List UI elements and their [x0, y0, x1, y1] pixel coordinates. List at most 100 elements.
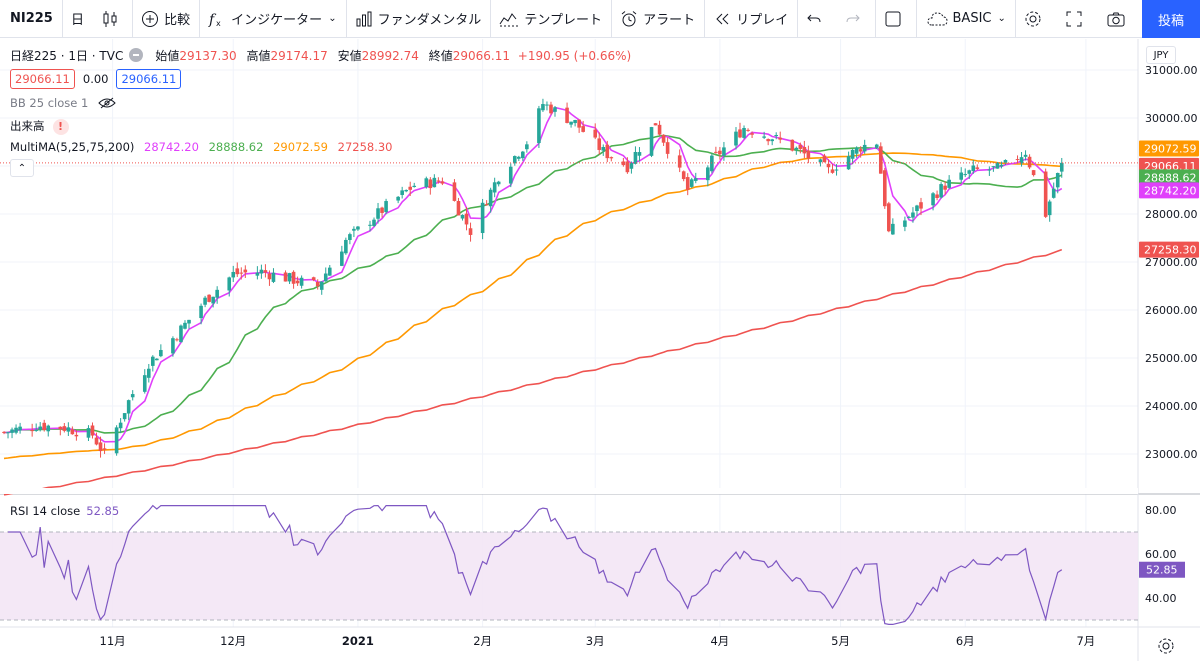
candle-body	[255, 272, 260, 276]
candle-body	[299, 277, 304, 286]
replay-button[interactable]: リプレイ	[704, 0, 797, 38]
ma75-line	[3, 152, 1062, 460]
price-tick-label: 30000.00	[1145, 112, 1198, 125]
alerts-button[interactable]: アラート	[611, 0, 704, 38]
volume-legend[interactable]: 出来高!	[10, 118, 69, 135]
candle-body	[718, 150, 722, 155]
candle-body	[348, 234, 352, 241]
candle-body	[94, 437, 99, 445]
bb-legend[interactable]: BB 25 close 1	[10, 96, 116, 110]
candle-body	[537, 108, 541, 144]
interval-button[interactable]: 日	[70, 13, 84, 28]
hidden-eye-icon[interactable]	[98, 97, 116, 109]
candle-body	[750, 133, 754, 135]
candle-body	[549, 104, 553, 114]
candle-body	[939, 184, 943, 198]
ma25-price-tag: 28888.62	[1144, 171, 1197, 184]
candle-body	[231, 271, 236, 278]
undo-button[interactable]	[797, 0, 836, 38]
candle-body	[315, 281, 320, 287]
candle-body	[975, 167, 980, 169]
sell-price-box[interactable]: 29066.11	[10, 69, 75, 89]
candle-body	[34, 429, 38, 431]
close-label: 終値	[428, 49, 453, 63]
candle-body	[98, 442, 103, 452]
candle-body	[183, 322, 187, 329]
candle-body	[122, 413, 127, 420]
snapshot-button[interactable]	[1097, 0, 1140, 38]
chart-canvas[interactable]: 31000.0030000.0029000.0028000.0027000.00…	[0, 39, 1200, 661]
candle-body	[597, 138, 602, 150]
fullscreen-layout-button[interactable]	[875, 0, 916, 38]
warning-icon[interactable]: !	[52, 119, 69, 135]
collapse-legend-button[interactable]: ⌃	[10, 159, 34, 177]
templates-button[interactable]: テンプレート	[490, 0, 611, 38]
candle-body	[766, 139, 770, 142]
candle-body	[706, 167, 710, 181]
publish-button[interactable]: 投稿	[1142, 0, 1200, 38]
candle-body	[239, 272, 244, 274]
high-label: 高値	[246, 49, 271, 63]
layout-menu-button[interactable]: BASIC ⌄	[917, 0, 1015, 38]
candle-body	[344, 239, 348, 254]
candle-body	[581, 126, 585, 132]
currency-button[interactable]: JPY	[1146, 46, 1176, 64]
alarm-clock-icon	[621, 10, 637, 26]
candle-body	[987, 169, 992, 171]
candle-body	[492, 182, 497, 193]
candle-body	[1043, 171, 1048, 217]
redo-button[interactable]	[836, 0, 875, 38]
candle-body	[2, 431, 6, 433]
candle-body	[146, 368, 151, 378]
rsi-label: RSI 14 close	[10, 504, 81, 518]
candles	[2, 98, 1064, 458]
collapse-symbol-icon[interactable]	[129, 48, 144, 62]
candle-body	[428, 179, 433, 189]
candle-body	[1055, 172, 1060, 188]
bar-chart-icon	[356, 11, 372, 26]
gear-icon[interactable]	[1157, 637, 1175, 655]
candle-body	[372, 219, 376, 226]
rsi-legend[interactable]: RSI 14 close 52.85	[10, 504, 119, 518]
candle-body	[456, 201, 461, 216]
buy-price-box[interactable]: 29066.11	[116, 69, 182, 89]
multima-legend[interactable]: MultiMA(5,25,75,200) 28742.20 28888.62 2…	[10, 140, 399, 154]
ma25-price-tag-bg	[1139, 169, 1199, 186]
ma200-price-tag-bg	[1139, 241, 1199, 258]
candle-body	[46, 425, 51, 432]
compare-button[interactable]: 比較	[132, 0, 199, 38]
candle-body	[625, 161, 630, 173]
candle-body	[959, 172, 964, 180]
chart-type-button[interactable]	[93, 0, 132, 38]
candle-body	[746, 129, 750, 131]
price-axis: 31000.0030000.0029000.0028000.0027000.00…	[1145, 64, 1198, 605]
indicators-label: インジケーター	[231, 13, 323, 28]
fundamentals-button[interactable]: ファンダメンタル	[346, 0, 491, 38]
candle-body	[126, 400, 131, 414]
candle-body	[790, 139, 795, 151]
candle-body	[424, 178, 429, 188]
candle-body	[991, 166, 996, 168]
chart-area[interactable]: 31000.0030000.0029000.0028000.0027000.00…	[0, 39, 1200, 661]
replay-label: リプレイ	[736, 13, 789, 28]
candle-body	[742, 127, 746, 138]
candle-body	[1047, 201, 1052, 216]
candle-body	[830, 169, 835, 173]
price-tick-label: 25000.00	[1145, 352, 1198, 365]
symbol-search-button[interactable]: NI225	[10, 11, 53, 26]
candle-body	[118, 422, 123, 429]
candle-body	[593, 129, 598, 138]
fullscreen-button[interactable]	[1056, 0, 1097, 38]
candle-body	[142, 375, 147, 392]
candle-body	[412, 185, 417, 188]
settings-button[interactable]	[1015, 0, 1056, 38]
plus-circle-icon	[142, 10, 159, 27]
ma200-line	[3, 248, 1063, 496]
candle-body	[862, 144, 867, 152]
close-value: 29066.11	[452, 49, 510, 63]
candle-body	[971, 165, 976, 172]
candle-body	[834, 169, 839, 171]
candle-body	[38, 426, 42, 430]
